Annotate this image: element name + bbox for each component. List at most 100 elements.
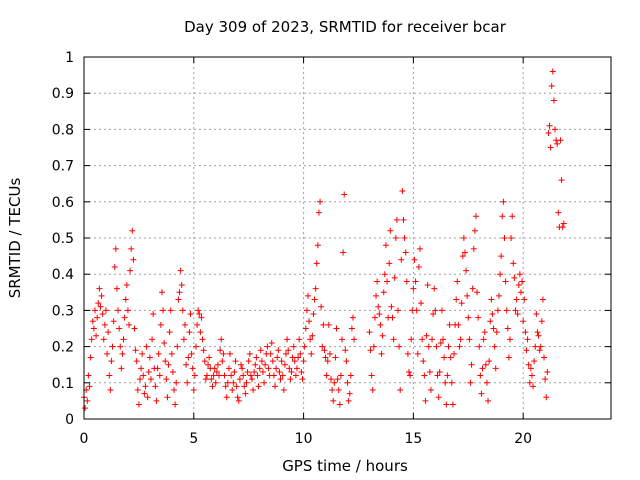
data-point xyxy=(433,343,440,350)
data-point xyxy=(126,321,133,328)
data-point xyxy=(228,372,235,379)
data-point xyxy=(448,379,455,386)
data-point xyxy=(369,387,376,394)
data-point xyxy=(403,278,410,285)
data-point xyxy=(281,361,288,368)
data-point xyxy=(203,372,210,379)
data-point xyxy=(158,289,165,296)
data-point xyxy=(292,372,299,379)
data-point xyxy=(254,372,261,379)
data-point xyxy=(404,350,411,357)
data-point xyxy=(185,354,192,361)
data-point xyxy=(173,379,180,386)
data-point xyxy=(548,82,555,89)
data-point xyxy=(138,365,145,372)
data-point xyxy=(492,365,499,372)
data-point xyxy=(525,361,532,368)
data-point xyxy=(476,343,483,350)
data-point xyxy=(121,314,128,321)
y-axis-label: SRMTID / TECUs xyxy=(6,178,24,299)
data-point xyxy=(206,354,213,361)
data-point xyxy=(339,336,346,343)
data-point xyxy=(162,358,169,365)
data-point xyxy=(342,347,349,354)
data-point xyxy=(503,307,510,314)
data-point xyxy=(291,358,298,365)
y-tick-label: 0.6 xyxy=(52,195,74,211)
data-point xyxy=(531,358,538,365)
data-point xyxy=(559,224,566,231)
data-point xyxy=(424,282,431,289)
data-point xyxy=(504,325,511,332)
data-point xyxy=(171,387,178,394)
y-tick-label: 0.5 xyxy=(52,231,74,247)
data-point xyxy=(537,343,544,350)
data-point xyxy=(161,339,168,346)
data-point xyxy=(301,343,308,350)
data-point xyxy=(535,332,542,339)
data-point xyxy=(314,242,321,249)
data-point xyxy=(430,311,437,318)
data-point xyxy=(479,365,486,372)
data-point xyxy=(480,336,487,343)
data-point xyxy=(224,379,231,386)
data-point xyxy=(252,361,259,368)
data-point xyxy=(95,300,102,307)
data-point xyxy=(176,289,183,296)
data-point xyxy=(436,368,443,375)
data-point xyxy=(241,383,248,390)
data-point xyxy=(493,329,500,336)
data-point xyxy=(289,354,296,361)
data-point xyxy=(450,350,457,357)
data-point xyxy=(258,358,265,365)
data-point xyxy=(486,358,493,365)
data-point xyxy=(117,343,124,350)
data-point xyxy=(544,368,551,375)
data-point xyxy=(547,144,554,151)
data-point xyxy=(446,321,453,328)
data-point xyxy=(437,339,444,346)
data-point xyxy=(267,350,274,357)
data-point xyxy=(276,368,283,375)
data-point xyxy=(496,292,503,299)
data-point xyxy=(116,325,123,332)
data-point xyxy=(265,365,272,372)
data-point xyxy=(165,361,172,368)
data-point xyxy=(391,274,398,281)
data-point xyxy=(387,227,394,234)
data-point xyxy=(322,354,329,361)
data-point xyxy=(129,227,136,234)
data-point xyxy=(225,365,232,372)
data-point xyxy=(208,376,215,383)
data-point xyxy=(378,350,385,357)
data-point xyxy=(331,379,338,386)
data-point xyxy=(375,303,382,310)
data-point xyxy=(526,379,533,386)
data-point xyxy=(221,372,228,379)
data-point xyxy=(343,358,350,365)
data-point xyxy=(502,278,509,285)
data-point xyxy=(212,379,219,386)
data-point xyxy=(201,358,208,365)
data-point xyxy=(367,347,374,354)
data-point xyxy=(319,343,326,350)
y-tick-label: 0.1 xyxy=(52,376,74,392)
data-point xyxy=(445,343,452,350)
data-point xyxy=(538,318,545,325)
data-point xyxy=(140,372,147,379)
data-point xyxy=(93,332,100,339)
data-point xyxy=(471,227,478,234)
data-point xyxy=(465,314,472,321)
data-point xyxy=(286,365,293,372)
data-point xyxy=(164,394,171,401)
data-point xyxy=(324,358,331,365)
data-point xyxy=(449,401,456,408)
data-point xyxy=(422,397,429,404)
data-point xyxy=(550,97,557,104)
data-point xyxy=(421,372,428,379)
data-point xyxy=(97,303,104,310)
data-point xyxy=(557,137,564,144)
data-point xyxy=(104,350,111,357)
data-point xyxy=(440,336,447,343)
y-tick-label: 0.7 xyxy=(52,159,74,175)
